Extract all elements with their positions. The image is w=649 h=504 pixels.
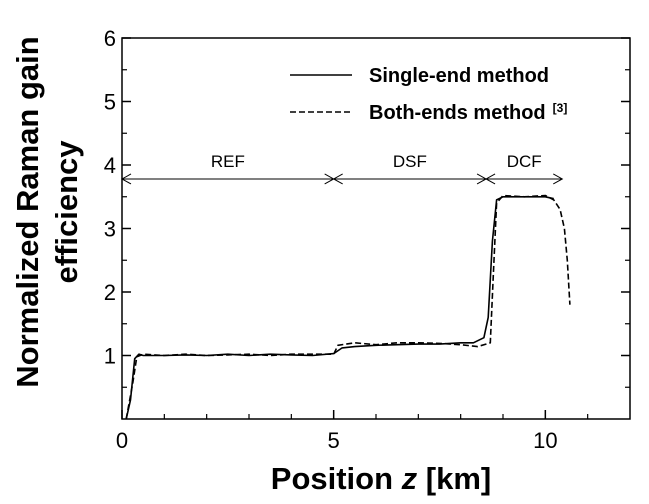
series-line-single-end-method: [125, 196, 554, 420]
region-label-dcf: DCF: [507, 152, 542, 171]
legend-label-single-end: Single-end method: [369, 65, 549, 87]
data-series: [125, 194, 571, 420]
series-line-both-ends-method: [125, 194, 571, 420]
legend-label-both-ends: Both-ends method [3]: [369, 101, 567, 124]
region-arrowhead-right: [553, 173, 564, 185]
region-label-ref: REF: [211, 152, 245, 171]
region-label-dsf: DSF: [393, 152, 427, 171]
y-axis-title-line1: Normalized Raman gain: [10, 36, 45, 387]
region-arrowhead-left: [332, 173, 343, 185]
y-tick-label-0: 1: [104, 344, 116, 369]
y-tick-label-1: 2: [104, 280, 116, 305]
plot-frame: [121, 37, 631, 420]
y-tick-label-2: 3: [104, 217, 116, 242]
x-tick-label-2: 10: [533, 428, 557, 453]
region-arrowhead-left: [485, 173, 496, 185]
y-tick-label-4: 5: [104, 90, 116, 115]
y-tick-label-3: 4: [104, 153, 116, 178]
axis-ticks: 0 5 10 1 2 3 4 5 6: [104, 26, 630, 453]
x-tick-label-0: 0: [116, 428, 128, 453]
y-tick-label-5: 6: [104, 26, 116, 51]
fiber-regions: REF DSF DCF: [120, 152, 564, 185]
x-tick-label-1: 5: [328, 428, 340, 453]
legend: Single-end method Both-ends method [3]: [290, 65, 567, 124]
x-axis-title: Position z [km]: [271, 461, 491, 496]
y-axis-title-line2: efficiency: [49, 140, 84, 284]
